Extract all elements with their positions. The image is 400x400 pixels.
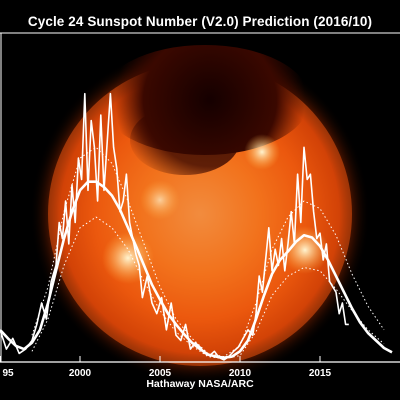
x-tick-label: 2010 bbox=[229, 368, 252, 379]
active-region bbox=[102, 232, 154, 284]
series-layer bbox=[0, 92, 393, 361]
x-tick-label: 2005 bbox=[149, 368, 172, 379]
chart-credit: Hathaway NASA/ARC bbox=[146, 378, 254, 390]
plot-frame bbox=[0, 32, 400, 363]
x-ticks: 95 2000 2005 2010 2015 bbox=[0, 356, 332, 379]
active-region bbox=[140, 180, 180, 220]
active-region bbox=[244, 134, 280, 170]
x-tick-label: 2015 bbox=[309, 368, 332, 379]
series-upper-bound-line bbox=[31, 146, 385, 358]
x-tick-label: 2000 bbox=[69, 368, 92, 379]
series-smoothed-line bbox=[0, 180, 393, 359]
coronal-hole bbox=[130, 105, 240, 175]
chart-title: Cycle 24 Sunspot Number (V2.0) Predictio… bbox=[27, 14, 373, 29]
series-monthly-line bbox=[0, 92, 349, 361]
x-tick-label: 95 bbox=[2, 368, 14, 379]
